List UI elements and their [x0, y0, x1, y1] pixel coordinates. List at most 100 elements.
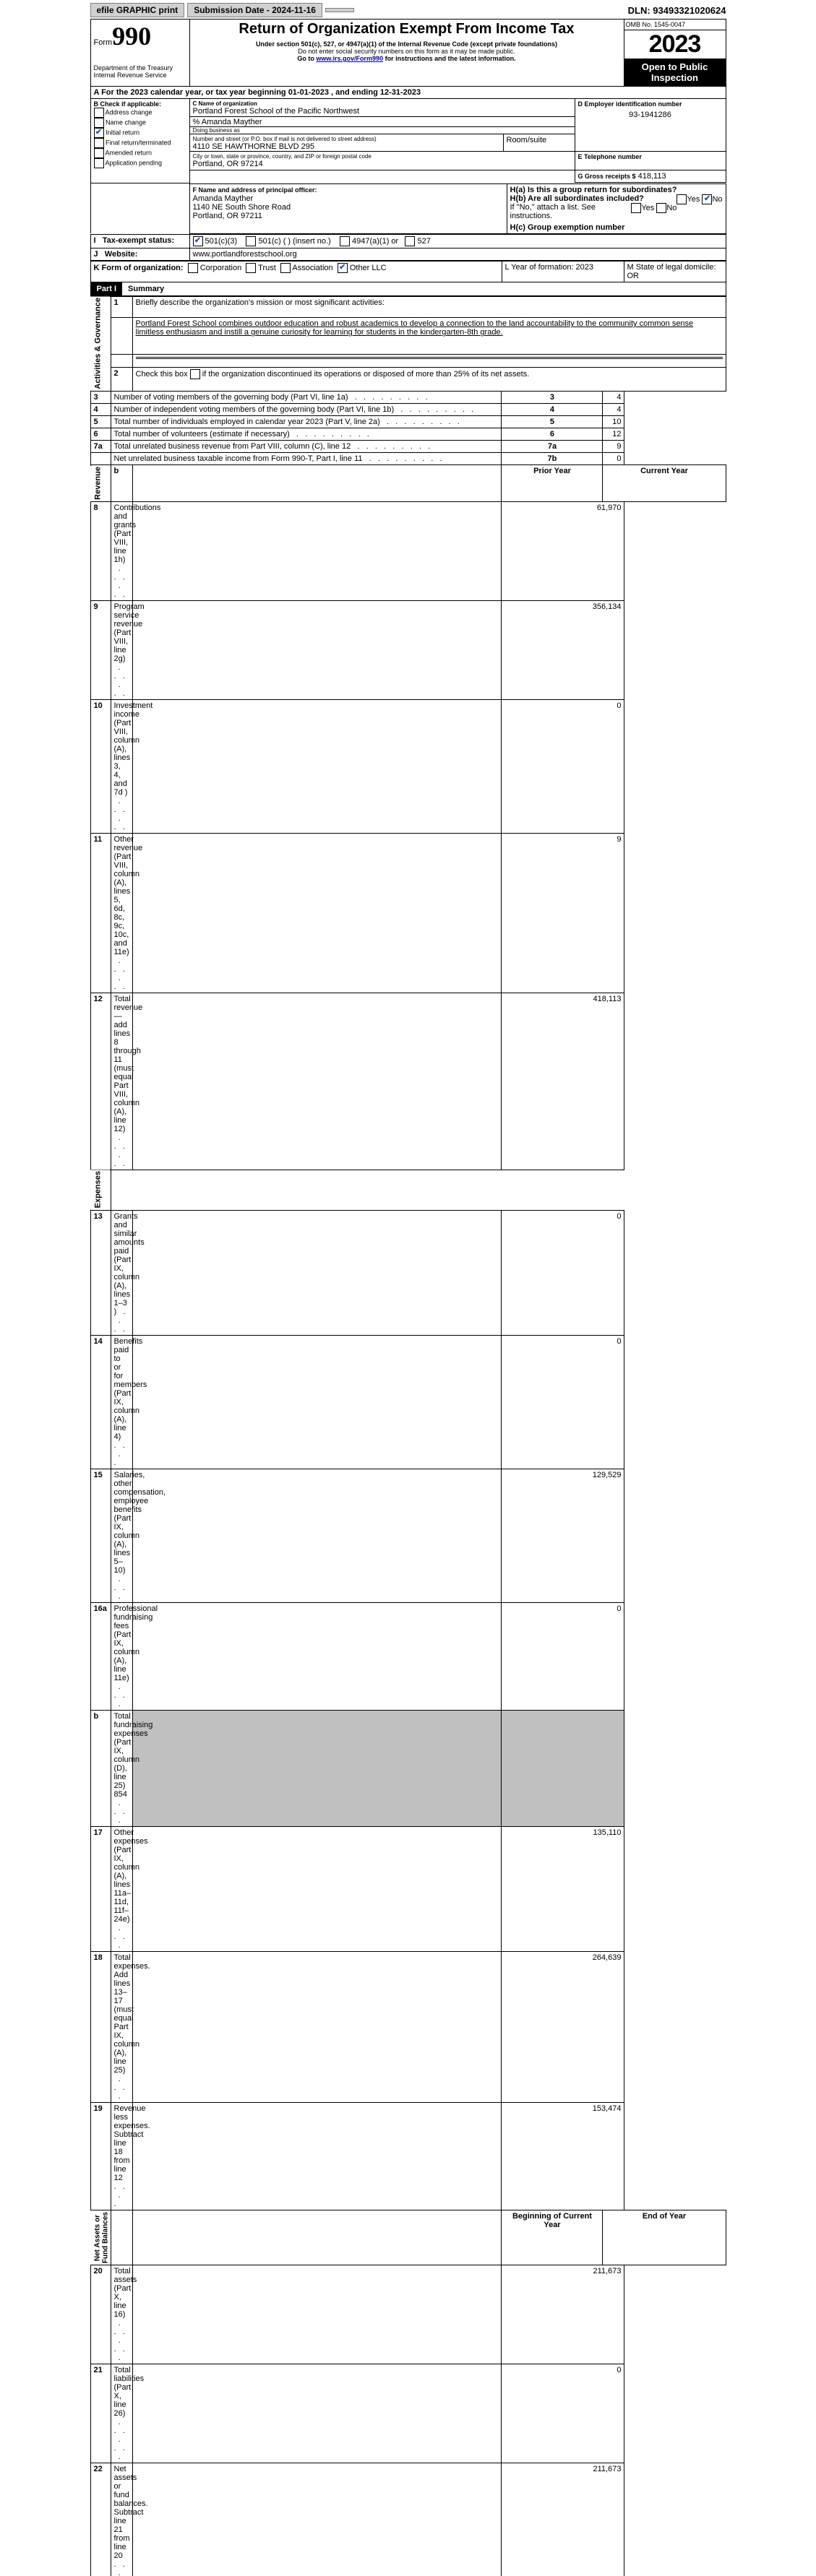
website: www.portlandforestschool.org — [189, 248, 726, 260]
k-assoc[interactable] — [280, 263, 291, 273]
city-value: Portland, OR 97214 — [190, 160, 575, 170]
current-year-heading: Current Year — [603, 465, 726, 502]
netassets-row: 22 Net assets or fund balances. Subtract… — [90, 2463, 726, 2576]
care-of-line: % Amanda Mayther — [190, 118, 575, 126]
box-l: L Year of formation: 2023 — [502, 261, 624, 282]
box-i: 501(c)(3) 501(c) ( ) (insert no.) 4947(a… — [189, 234, 726, 248]
expense-row: 19Revenue less expenses. Subtract line 1… — [90, 2103, 726, 2210]
year-cell: OMB No. 1545-0047 2023 Open to Public In… — [624, 20, 726, 87]
subtitle-2: Do not enter social security numbers on … — [193, 48, 621, 55]
box-k-label: K Form of organization: — [94, 263, 184, 272]
expense-row: 13Grants and similar amounts paid (Part … — [90, 1211, 726, 1336]
dln-label: DLN: 93493321020624 — [628, 5, 726, 16]
omb-label: OMB No. 1545-0047 — [624, 20, 726, 30]
vert-expenses: Expenses — [90, 1170, 111, 1210]
summary-row: 7a Total unrelated business revenue from… — [90, 441, 726, 453]
bocy-heading: Beginning of Current Year — [502, 2210, 603, 2265]
summary-row: 5 Total number of individuals employed i… — [90, 416, 726, 428]
k-other-text: LLC — [372, 263, 386, 272]
box-b-checkbox[interactable] — [94, 118, 104, 128]
h-b-note: If "No," attach a list. See instructions… — [510, 203, 596, 220]
summary-row: 6 Total number of volunteers (estimate i… — [90, 428, 726, 441]
box-b-item: Address change — [94, 108, 186, 118]
box-b-heading: B Check if applicable: — [94, 100, 186, 108]
f-h-grid: F Name and address of principal officer:… — [90, 183, 726, 234]
blank-button[interactable] — [325, 8, 354, 12]
netassets-row: 20 Total assets (Part X, line 16) . . . … — [90, 2265, 726, 2364]
box-h-c: H(c) Group exemption number — [507, 222, 726, 234]
i-527[interactable] — [405, 236, 415, 246]
box-f: F Name and address of principal officer:… — [189, 183, 507, 233]
box-b-checkbox[interactable] — [94, 158, 104, 168]
box-c: C Name of organization Portland Forest S… — [189, 99, 575, 134]
expense-row: bTotal fundraising expenses (Part IX, co… — [90, 1711, 726, 1827]
box-g-label: G Gross receipts $ — [578, 173, 636, 180]
revenue-row: 11 Other revenue (Part VIII, column (A),… — [90, 833, 726, 993]
vert-governance: Activities & Governance — [90, 296, 111, 392]
k-trust[interactable] — [246, 263, 256, 273]
form-990-page-1: efile GRAPHIC print Submission Date - 20… — [90, 3, 726, 2576]
room-suite-label: Room/suite — [503, 134, 575, 152]
box-b-item: Amended return — [94, 148, 186, 158]
box-j-label: J Website: — [90, 248, 189, 260]
box-b-checkbox[interactable] — [94, 138, 104, 148]
vert-net-assets: Net Assets or Fund Balances — [90, 2210, 111, 2265]
box-b: B Check if applicable: Address change Na… — [90, 99, 189, 183]
k-corp[interactable] — [188, 263, 198, 273]
box-d: D Employer identification number 93-1941… — [575, 99, 726, 152]
box-b-checkbox[interactable] — [94, 128, 104, 138]
ein-value: 93-1941286 — [578, 111, 723, 119]
box-f-label: F Name and address of principal officer: — [193, 186, 317, 194]
box-b-item: Application pending — [94, 158, 186, 168]
city-label: City or town, state or province, country… — [190, 152, 575, 160]
h-a-no[interactable] — [702, 194, 712, 204]
h-b-yes[interactable] — [631, 203, 641, 213]
revenue-row: 10 Investment income (Part VIII, column … — [90, 699, 726, 833]
open-to-public: Open to Public Inspection — [624, 59, 726, 86]
i-501c[interactable] — [246, 236, 256, 246]
tax-year: 2023 — [624, 30, 726, 59]
mission-text: Portland Forest School combines outdoor … — [132, 318, 726, 355]
subtitle-1: Under section 501(c), 527, or 4947(a)(1)… — [193, 40, 621, 48]
submission-date-button[interactable]: Submission Date - 2024-11-16 — [187, 3, 322, 17]
vert-revenue: Revenue — [90, 465, 111, 502]
box-b-checkbox[interactable] — [94, 148, 104, 158]
summary-row: Net unrelated business taxable income fr… — [90, 453, 726, 465]
h-b-no[interactable] — [656, 203, 666, 213]
treasury-dept: Department of the Treasury Internal Reve… — [94, 64, 186, 79]
toolbar: efile GRAPHIC print Submission Date - 20… — [90, 3, 726, 17]
line-a: A For the 2023 calendar year, or tax yea… — [90, 87, 726, 98]
i-527-label: 527 — [417, 236, 430, 245]
form990-link[interactable]: www.irs.gov/Form990 — [316, 55, 383, 62]
title-cell: Return of Organization Exempt From Incom… — [189, 20, 624, 87]
i-4947[interactable] — [340, 236, 350, 246]
org-name: Portland Forest School of the Pacific No… — [190, 107, 575, 116]
netassets-row: 21 Total liabilities (Part X, line 26) .… — [90, 2364, 726, 2463]
i-501c3[interactable] — [193, 236, 203, 246]
box-b-item: Final return/terminated — [94, 138, 186, 148]
officer-name: Amanda Mayther — [193, 194, 254, 203]
box-b-item: Name change — [94, 118, 186, 128]
box-b-checkbox[interactable] — [94, 108, 104, 118]
part-1-header: Part I Summary — [90, 282, 726, 296]
box-b-item: Initial return — [94, 128, 186, 138]
box-d-label: D Employer identification number — [578, 100, 723, 108]
dba-label: Doing business as — [190, 126, 575, 134]
h-c-label: H(c) Group exemption number — [510, 223, 625, 232]
line2-checkbox[interactable] — [190, 369, 200, 379]
expense-row: 14Benefits paid to or for members (Part … — [90, 1336, 726, 1469]
h-a-yes[interactable] — [677, 194, 687, 204]
header-table: Form990 Department of the Treasury Inter… — [90, 19, 726, 87]
efile-print-button[interactable]: efile GRAPHIC print — [90, 3, 185, 17]
identification-grid: B Check if applicable: Address change Na… — [90, 98, 726, 183]
i-insert-label: 501(c) ( ) (insert no.) — [258, 236, 330, 245]
box-c-heading: C Name of organization — [193, 100, 257, 107]
eoy-heading: End of Year — [603, 2210, 726, 2265]
goto-suffix: for instructions and the latest informat… — [385, 55, 516, 62]
k-l-m-grid: K Form of organization: Corporation Trus… — [90, 261, 726, 282]
line1-label: Briefly describe the organization's miss… — [132, 296, 726, 318]
k-other[interactable] — [338, 263, 348, 273]
h-b-label: H(b) Are all subordinates included? — [510, 194, 644, 203]
officer-city: Portland, OR 97211 — [193, 212, 262, 220]
part-1-title: Summary — [122, 282, 170, 295]
